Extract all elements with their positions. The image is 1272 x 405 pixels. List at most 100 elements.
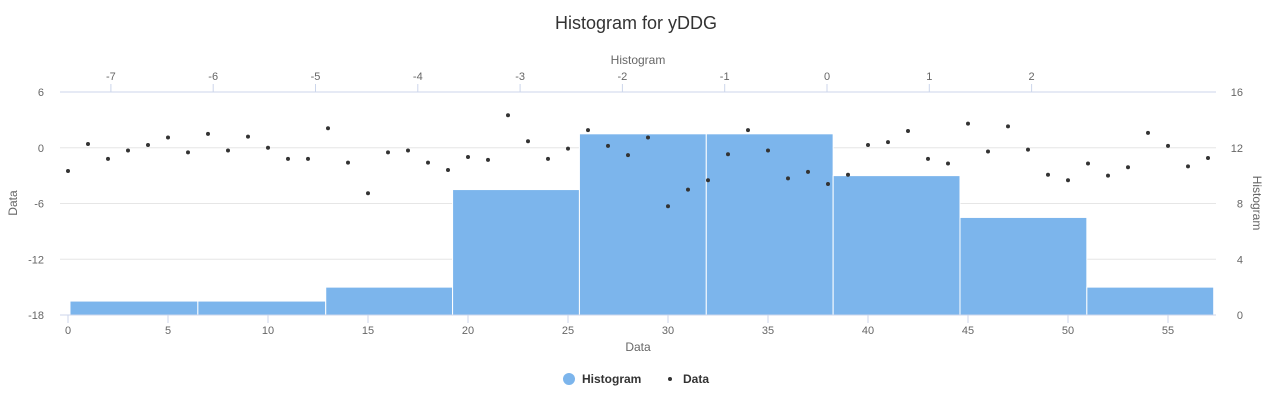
legend-item-histogram[interactable]: Histogram	[563, 372, 641, 386]
data-point[interactable]	[306, 156, 310, 161]
data-point[interactable]	[1066, 178, 1070, 183]
y2-tick-label: 4	[1237, 254, 1243, 266]
data-point[interactable]	[966, 121, 970, 126]
histogram-bar[interactable]	[69, 300, 199, 316]
data-point[interactable]	[566, 146, 570, 151]
x2-tick-label: -7	[106, 71, 116, 83]
data-point[interactable]	[346, 160, 350, 165]
legend-data-marker	[668, 377, 672, 381]
x-tick-label: 55	[1162, 325, 1174, 337]
data-point[interactable]	[146, 142, 150, 147]
data-point[interactable]	[326, 126, 330, 131]
data-point[interactable]	[686, 187, 690, 192]
data-point[interactable]	[206, 131, 210, 136]
data-point[interactable]	[266, 145, 270, 150]
chart-title: Histogram for yDDG	[555, 13, 717, 33]
data-point[interactable]	[846, 172, 850, 177]
data-point[interactable]	[446, 168, 450, 173]
data-point[interactable]	[406, 148, 410, 153]
data-point[interactable]	[1186, 164, 1190, 169]
data-point[interactable]	[506, 113, 510, 118]
data-point[interactable]	[886, 140, 890, 145]
data-point[interactable]	[426, 160, 430, 165]
data-point[interactable]	[586, 128, 590, 133]
data-point[interactable]	[1206, 155, 1210, 160]
histogram-series	[69, 133, 1215, 316]
axes: 0 5 10 15 20 25 30 35 40 45 50 55-7 -6 -5 -4 -3 -2 -1 0 1 2-…	[28, 71, 1243, 337]
data-point[interactable]	[1026, 147, 1030, 152]
data-point[interactable]	[826, 181, 830, 186]
x-tick-label: 10	[262, 325, 274, 337]
data-point[interactable]	[1046, 172, 1050, 177]
y2-tick-label: 12	[1231, 143, 1243, 155]
x-tick-label: 25	[562, 325, 574, 337]
x-tick-label: 15	[362, 325, 374, 337]
data-point[interactable]	[1006, 124, 1010, 129]
data-point[interactable]	[786, 176, 790, 181]
y-tick-label: -18	[28, 310, 44, 322]
x2-tick-label: -4	[413, 71, 423, 83]
histogram-bar[interactable]	[452, 189, 580, 316]
data-point[interactable]	[726, 152, 730, 157]
histogram-bar[interactable]	[705, 133, 834, 316]
y-axis-title: Data	[6, 190, 20, 216]
data-point[interactable]	[1166, 143, 1170, 148]
y-tick-label: -6	[34, 199, 44, 211]
legend-histogram-marker	[563, 373, 575, 385]
data-point[interactable]	[366, 191, 370, 196]
data-point[interactable]	[166, 135, 170, 140]
data-point[interactable]	[106, 156, 110, 161]
histogram-bar[interactable]	[325, 286, 454, 316]
histogram-bar[interactable]	[197, 300, 327, 316]
legend-item-data[interactable]: Data	[668, 372, 709, 386]
histogram-bar[interactable]	[959, 216, 1088, 316]
legend-data-label: Data	[683, 372, 709, 386]
x2-tick-label: -5	[311, 71, 321, 83]
data-point[interactable]	[126, 148, 130, 153]
data-point[interactable]	[946, 161, 950, 166]
data-point[interactable]	[66, 168, 70, 173]
x-tick-label: 40	[862, 325, 874, 337]
data-point[interactable]	[486, 157, 490, 162]
data-point[interactable]	[926, 156, 930, 161]
data-point[interactable]	[1126, 165, 1130, 170]
y-tick-label: 0	[38, 143, 44, 155]
data-point[interactable]	[546, 156, 550, 161]
x2-tick-label: 2	[1029, 71, 1035, 83]
data-point[interactable]	[186, 150, 190, 155]
data-point[interactable]	[526, 139, 530, 144]
data-point[interactable]	[986, 149, 990, 154]
data-point[interactable]	[1146, 130, 1150, 135]
x-axis-title: Data	[625, 340, 651, 354]
x-tick-label: 50	[1062, 325, 1074, 337]
histogram-bar[interactable]	[578, 133, 707, 316]
data-point[interactable]	[666, 204, 670, 209]
data-point[interactable]	[386, 150, 390, 155]
data-point[interactable]	[746, 128, 750, 133]
data-point[interactable]	[1106, 173, 1110, 178]
data-point[interactable]	[226, 148, 230, 153]
x-tick-label: 35	[762, 325, 774, 337]
data-point[interactable]	[866, 142, 870, 147]
histogram-bar[interactable]	[1086, 286, 1215, 316]
legend: Histogram Data	[563, 372, 709, 386]
data-point[interactable]	[646, 135, 650, 140]
x-tick-label: 20	[462, 325, 474, 337]
data-point[interactable]	[286, 156, 290, 161]
x2-tick-label: 1	[926, 71, 932, 83]
data-point[interactable]	[86, 142, 90, 147]
x2-tick-label: -2	[618, 71, 628, 83]
histogram-bar[interactable]	[832, 175, 961, 316]
data-point[interactable]	[766, 148, 770, 153]
data-point[interactable]	[606, 143, 610, 148]
y-tick-label: 6	[38, 87, 44, 99]
x-tick-label: 0	[65, 325, 71, 337]
data-point[interactable]	[246, 134, 250, 139]
data-point[interactable]	[1086, 161, 1090, 166]
data-point[interactable]	[806, 169, 810, 174]
x-tick-label: 45	[962, 325, 974, 337]
data-point[interactable]	[466, 155, 470, 160]
data-point[interactable]	[906, 129, 910, 134]
data-point[interactable]	[626, 153, 630, 158]
data-point[interactable]	[706, 178, 710, 183]
